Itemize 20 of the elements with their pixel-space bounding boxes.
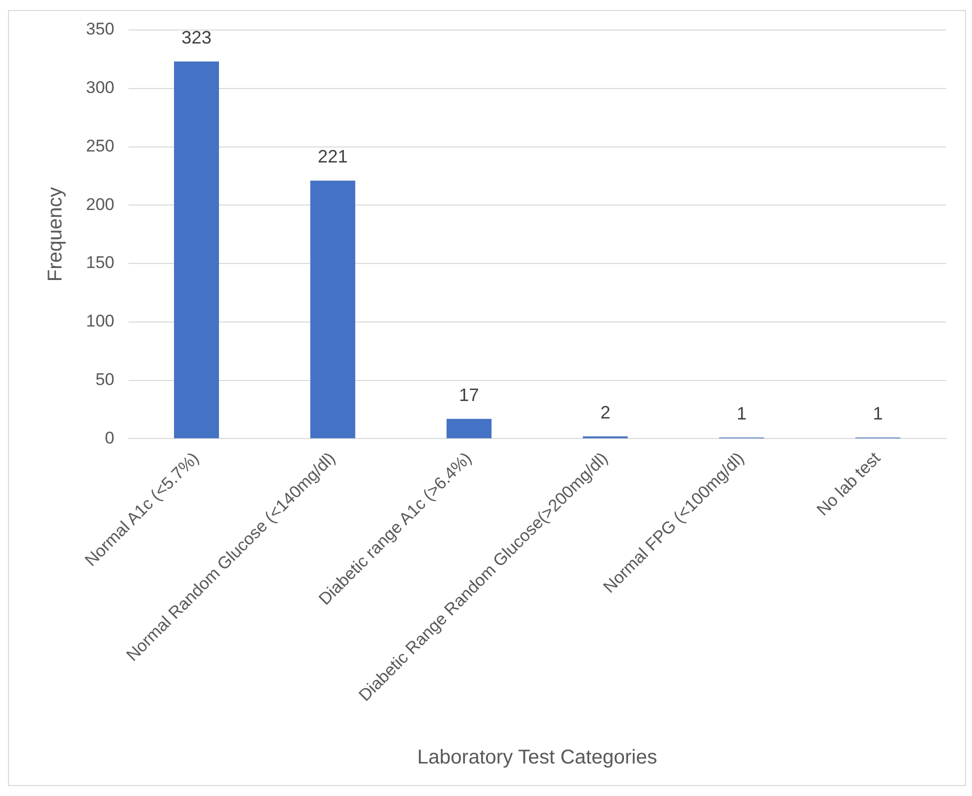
y-tick-label: 0 (104, 428, 114, 448)
bar (310, 180, 356, 438)
data-label: 221 (318, 146, 348, 167)
y-tick-label: 300 (86, 78, 114, 98)
bar (174, 62, 219, 438)
y-tick-label: 150 (86, 253, 114, 272)
data-label: 1 (736, 403, 747, 424)
y-tick-label: 100 (86, 312, 114, 331)
y-axis-title: Frequency (44, 187, 67, 282)
data-label: 17 (459, 384, 480, 405)
y-tick-label: 50 (95, 370, 114, 389)
data-label: 2 (600, 402, 610, 422)
y-tick-label: 200 (86, 194, 114, 214)
bar (446, 418, 492, 438)
y-tick-label: 350 (86, 20, 114, 39)
y-tick-label: 250 (86, 136, 114, 156)
data-label: 1 (872, 403, 883, 424)
x-axis-title: Laboratory Test Categories (417, 746, 658, 769)
x-tick-label: No lab test (813, 448, 884, 520)
data-label: 323 (181, 27, 212, 48)
